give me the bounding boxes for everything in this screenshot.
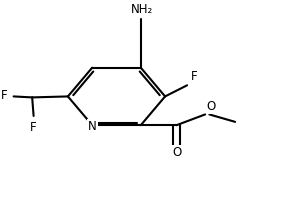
Text: O: O	[172, 147, 181, 159]
Text: F: F	[1, 89, 8, 102]
Text: O: O	[206, 100, 216, 113]
Text: N: N	[88, 120, 96, 133]
Text: F: F	[191, 70, 198, 83]
Text: NH₂: NH₂	[131, 3, 153, 16]
Text: F: F	[30, 121, 37, 134]
